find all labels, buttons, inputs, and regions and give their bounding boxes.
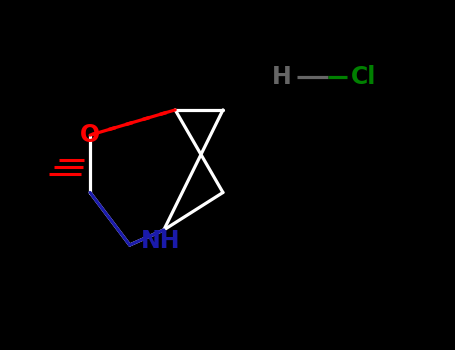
Text: O: O [80,123,100,147]
Text: Cl: Cl [351,65,377,89]
Text: NH: NH [141,230,181,253]
Text: H: H [272,65,292,89]
